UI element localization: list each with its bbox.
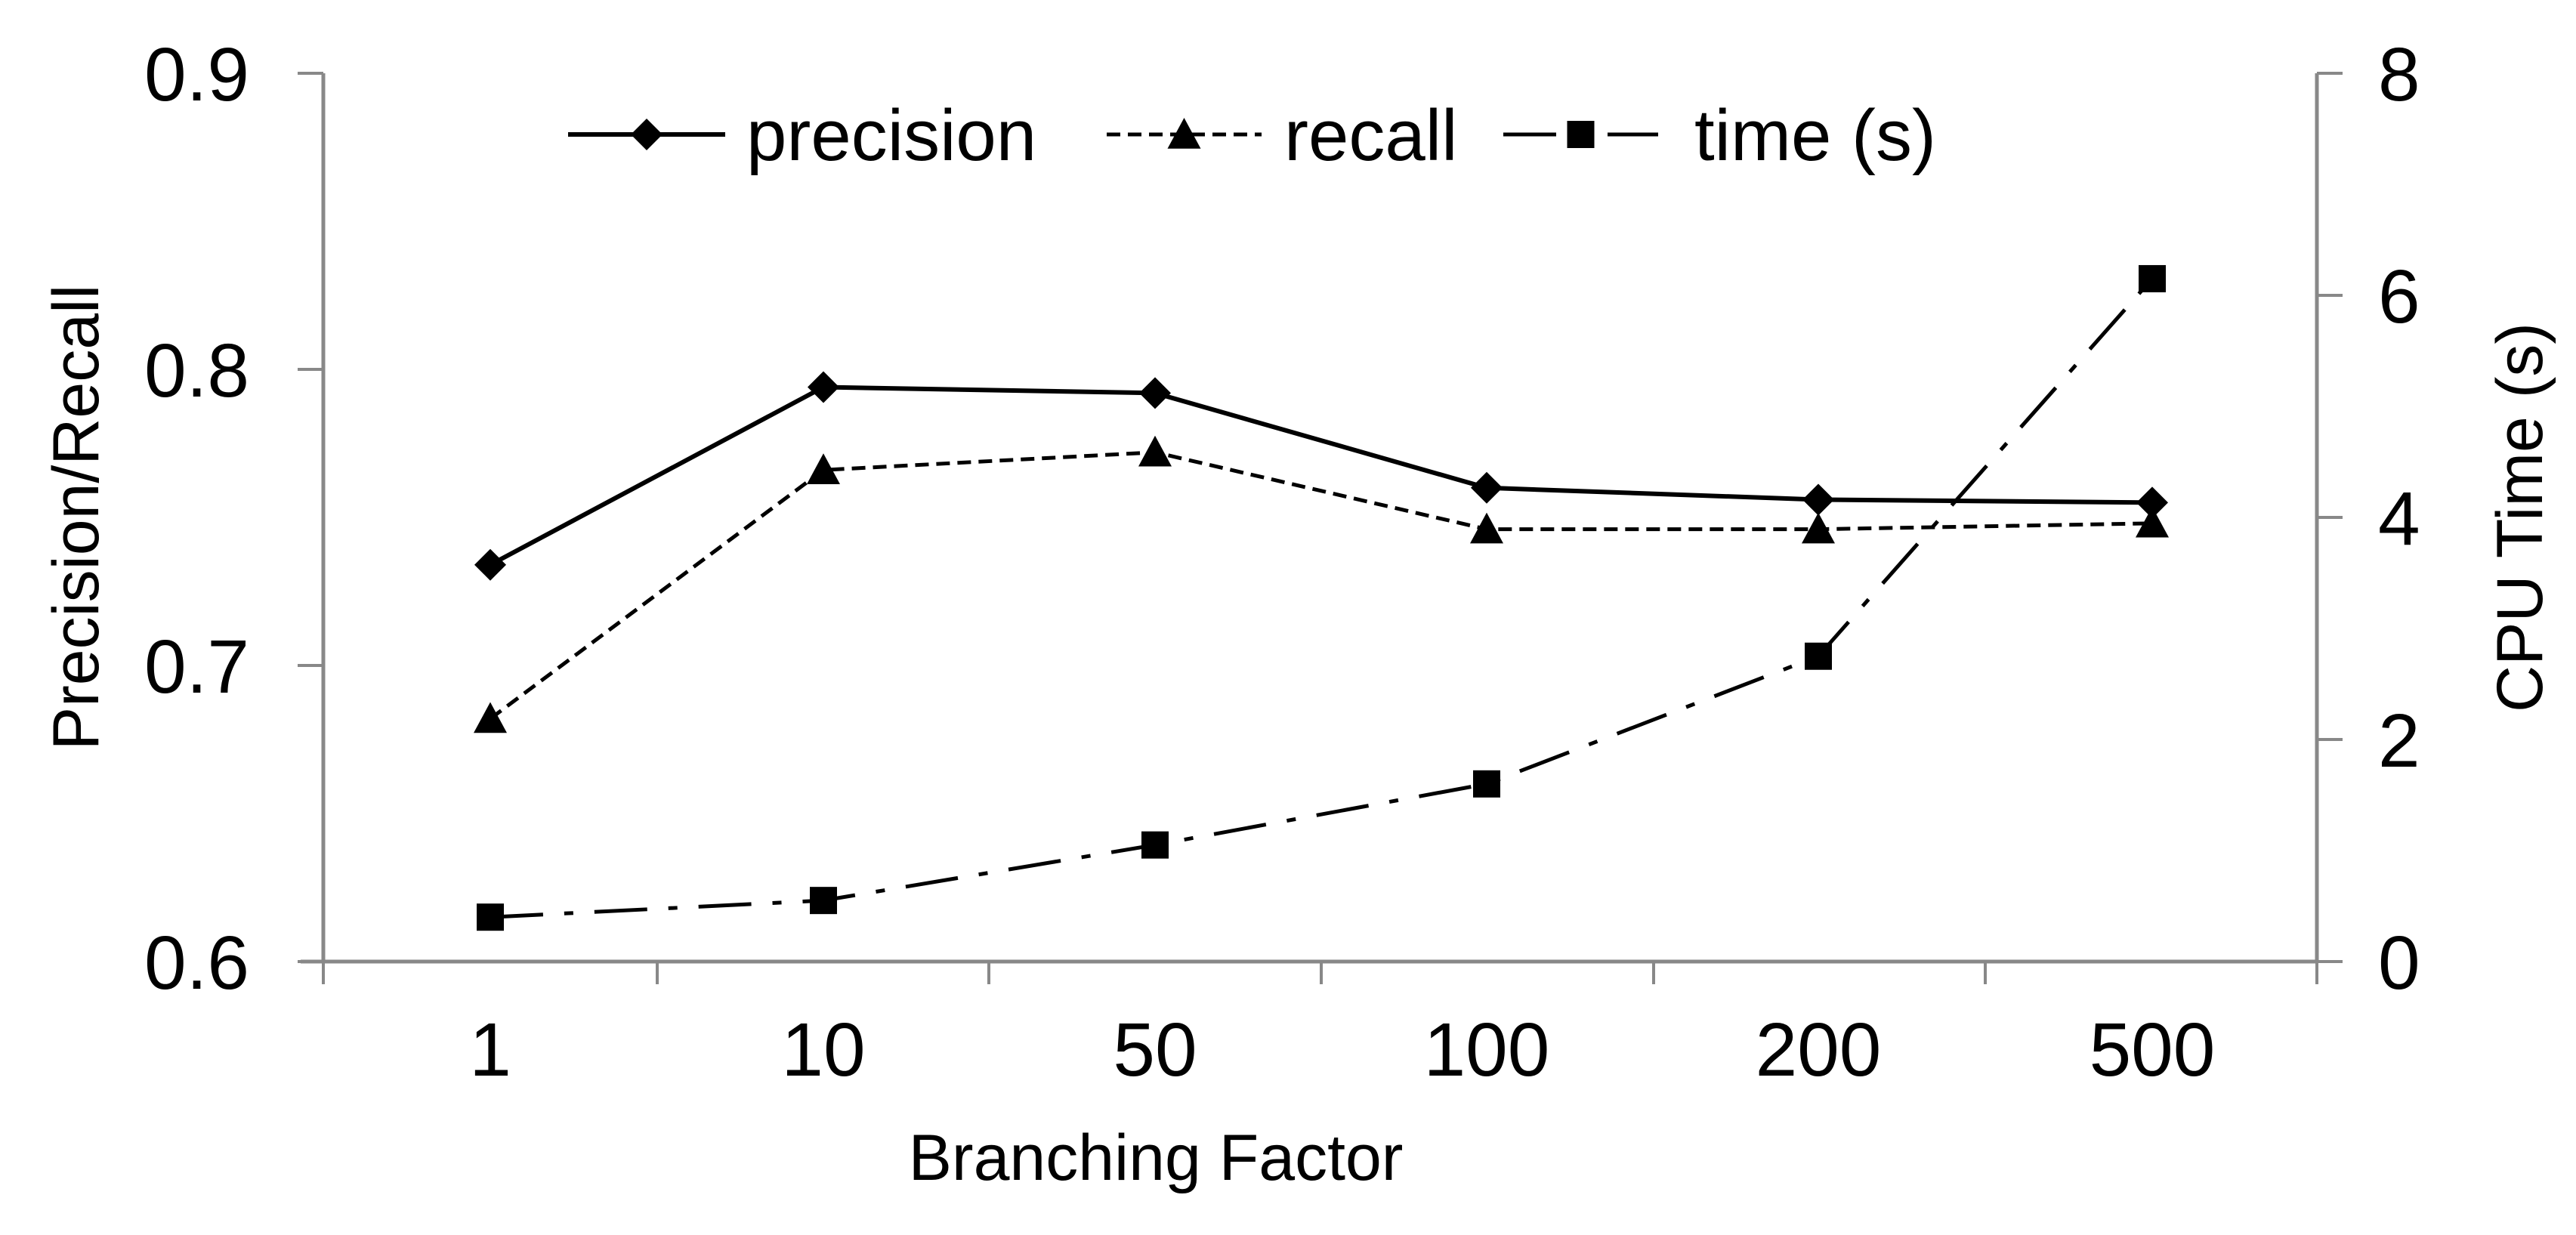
- data-point: [1473, 770, 1500, 798]
- series-1: [474, 435, 2169, 733]
- right-y-axis-title: CPU Time (s): [2484, 323, 2556, 712]
- right-y-tick-label: 8: [2378, 32, 2420, 117]
- tick-labels: 0.6 0.7 0.8 0.9 0 2 4 6 8 1 10 50 100 200 500: [144, 32, 2420, 1092]
- series-line: [490, 277, 2154, 919]
- data-point: [2136, 506, 2169, 538]
- legend-label: time (s): [1694, 95, 1936, 176]
- left-y-tick-label: 0.8: [144, 329, 249, 413]
- right-y-tick-label: 6: [2378, 255, 2420, 339]
- axis-ticks: [298, 72, 2343, 984]
- data-point: [1471, 471, 1503, 504]
- x-tick-label: 500: [2090, 1008, 2216, 1092]
- left-y-tick-label: 0.7: [144, 625, 249, 709]
- legend-label: recall: [1284, 95, 1457, 176]
- data-point: [1802, 483, 1834, 516]
- data-point: [474, 548, 506, 581]
- data-point: [1138, 435, 1172, 467]
- data-point: [1470, 512, 1503, 544]
- x-tick-label: 200: [1756, 1008, 1882, 1092]
- data-point: [2136, 486, 2168, 519]
- series-line: [489, 450, 2153, 721]
- right-y-tick-label: 2: [2378, 699, 2420, 783]
- data-point: [1141, 831, 1169, 859]
- legend-marker: [1567, 121, 1595, 148]
- data-point: [810, 887, 837, 915]
- data-point: [1139, 377, 1171, 409]
- data-point: [807, 453, 840, 484]
- left-y-tick-label: 0.6: [144, 921, 249, 1005]
- data-point: [2139, 264, 2166, 292]
- chart-axes: [301, 73, 2319, 964]
- legend-marker: [631, 119, 663, 150]
- left-y-axis-title: Precision/Recall: [40, 285, 113, 751]
- left-y-tick-label: 0.9: [144, 32, 249, 117]
- series-layer: [474, 264, 2169, 931]
- series-2: [477, 264, 2166, 931]
- series-line: [489, 384, 2153, 567]
- data-point: [1805, 642, 1832, 670]
- data-point: [477, 903, 504, 931]
- legend-label: precision: [746, 95, 1036, 176]
- data-point: [1802, 512, 1835, 544]
- legend-item: recall: [1107, 95, 1457, 176]
- x-tick-label: 10: [781, 1008, 865, 1092]
- data-point: [474, 702, 507, 733]
- legend-item: time (s): [1503, 95, 1936, 176]
- right-y-tick-label: 4: [2378, 477, 2420, 561]
- x-axis-title: Branching Factor: [909, 1122, 1404, 1194]
- x-tick-label: 50: [1113, 1008, 1197, 1092]
- x-tick-label: 100: [1424, 1008, 1550, 1092]
- legend: precision recall time (s): [568, 95, 1936, 176]
- legend-marker: [1167, 118, 1201, 149]
- series-0: [474, 371, 2168, 581]
- data-point: [808, 371, 839, 403]
- legend-item: precision: [568, 95, 1036, 176]
- right-y-tick-label: 0: [2378, 921, 2420, 1005]
- x-tick-label: 1: [469, 1008, 511, 1092]
